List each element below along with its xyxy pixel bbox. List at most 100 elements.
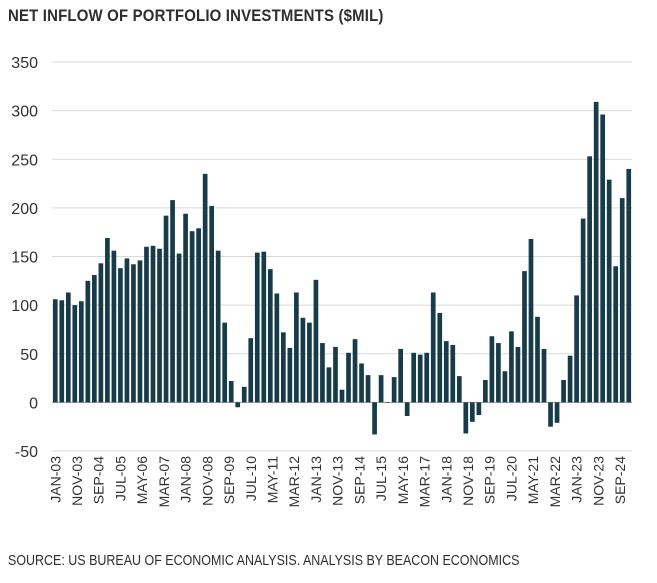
bar bbox=[365, 375, 371, 403]
bar bbox=[352, 339, 358, 403]
bar bbox=[483, 380, 488, 403]
bar bbox=[489, 336, 495, 403]
bar bbox=[528, 238, 534, 403]
x-axis-ticks: JAN-03 NOV-03 SEP-04 JUL-05 MAY-06 MAR-07 JAN-… bbox=[47, 456, 628, 508]
x-tick-label: JAN-13 bbox=[308, 456, 324, 503]
bar bbox=[157, 248, 162, 403]
bar bbox=[626, 168, 632, 403]
bar bbox=[65, 292, 71, 403]
bar bbox=[228, 380, 234, 403]
bar bbox=[593, 101, 599, 403]
bar bbox=[333, 346, 338, 403]
bar bbox=[307, 322, 312, 403]
bar bbox=[176, 253, 182, 403]
bar bbox=[281, 332, 286, 403]
bar bbox=[574, 295, 579, 403]
bar bbox=[287, 347, 293, 403]
bar bbox=[85, 280, 91, 403]
bar bbox=[274, 293, 280, 403]
bar bbox=[437, 312, 443, 403]
bar bbox=[294, 292, 299, 403]
y-tick-label: 300 bbox=[11, 104, 38, 121]
bar bbox=[150, 245, 156, 403]
x-tick-label: SEP-14 bbox=[351, 456, 367, 504]
bar bbox=[105, 238, 110, 403]
bar bbox=[619, 198, 625, 403]
bar bbox=[561, 380, 566, 403]
bar bbox=[496, 343, 501, 403]
x-tick-label: NOV-08 bbox=[199, 456, 215, 506]
bar bbox=[404, 402, 410, 416]
bar bbox=[196, 228, 201, 403]
y-axis-ticks: -50 0 50 100 150 200 250 300 350 bbox=[11, 55, 38, 461]
bar bbox=[320, 343, 325, 403]
bar bbox=[222, 322, 228, 403]
bar bbox=[189, 231, 195, 403]
x-tick-label: MAY-16 bbox=[395, 456, 411, 504]
x-tick-label: NOV-03 bbox=[69, 456, 85, 506]
x-tick-label: SEP-09 bbox=[221, 456, 237, 504]
x-tick-label: SEP-04 bbox=[91, 456, 107, 504]
bar bbox=[372, 402, 377, 435]
bar bbox=[131, 264, 136, 403]
x-tick-label: MAY-06 bbox=[134, 456, 150, 504]
x-tick-label: MAR-07 bbox=[156, 456, 172, 508]
bar bbox=[144, 246, 149, 403]
bar bbox=[509, 331, 514, 403]
bar bbox=[254, 252, 260, 403]
bar bbox=[535, 316, 540, 403]
x-tick-label: JAN-08 bbox=[178, 456, 194, 503]
bar bbox=[52, 299, 58, 403]
y-tick-label: -50 bbox=[15, 444, 38, 461]
bar bbox=[515, 346, 521, 403]
bar bbox=[124, 258, 130, 403]
x-tick-label: NOV-13 bbox=[330, 456, 346, 506]
bar bbox=[391, 377, 397, 403]
bar bbox=[339, 389, 345, 403]
x-tick-label: SEP-19 bbox=[482, 456, 498, 504]
bar bbox=[59, 300, 65, 403]
bar bbox=[554, 402, 560, 423]
bar bbox=[346, 352, 351, 403]
x-tick-label: SEP-24 bbox=[612, 456, 628, 504]
y-tick-label: 100 bbox=[11, 298, 38, 315]
y-tick-label: 250 bbox=[11, 152, 38, 169]
bar bbox=[235, 402, 241, 408]
x-tick-label: MAR-12 bbox=[286, 456, 302, 508]
bar bbox=[98, 263, 104, 403]
x-tick-label: JUL-05 bbox=[112, 456, 128, 501]
bar bbox=[163, 215, 169, 403]
bar bbox=[137, 260, 143, 403]
bar bbox=[209, 205, 215, 403]
bar bbox=[443, 341, 449, 403]
bar bbox=[567, 355, 573, 403]
x-tick-label: JAN-18 bbox=[438, 456, 454, 503]
bar bbox=[469, 402, 475, 422]
bar bbox=[476, 402, 482, 416]
bar bbox=[313, 279, 319, 403]
x-tick-label: JUL-20 bbox=[503, 456, 519, 501]
bar bbox=[78, 301, 84, 403]
x-tick-label: NOV-23 bbox=[590, 456, 606, 506]
bar bbox=[111, 250, 117, 403]
x-tick-label: JUL-10 bbox=[243, 456, 259, 501]
bar bbox=[241, 386, 247, 403]
bar bbox=[613, 266, 619, 403]
y-tick-label: 200 bbox=[11, 201, 38, 218]
bar bbox=[72, 305, 78, 403]
bar bbox=[600, 114, 606, 403]
bar bbox=[541, 348, 547, 403]
x-tick-label: MAY-21 bbox=[525, 456, 541, 504]
y-tick-label: 50 bbox=[20, 347, 38, 364]
x-tick-label: MAR-17 bbox=[417, 456, 433, 508]
bar bbox=[411, 352, 417, 403]
bar bbox=[456, 376, 462, 403]
bar bbox=[606, 179, 612, 403]
bar bbox=[522, 271, 527, 403]
bar bbox=[378, 375, 384, 403]
bar bbox=[248, 338, 254, 403]
bar bbox=[450, 345, 456, 403]
bar bbox=[118, 268, 123, 403]
bar bbox=[587, 156, 592, 403]
